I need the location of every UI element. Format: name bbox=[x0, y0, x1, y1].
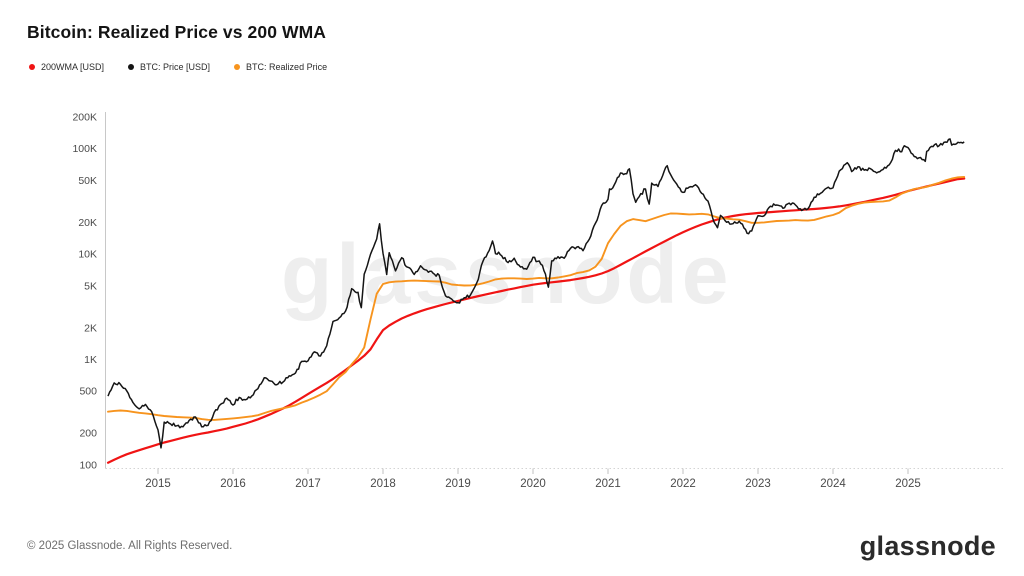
y-axis-label: 2K bbox=[84, 322, 97, 334]
footer-copyright: © 2025 Glassnode. All Rights Reserved. bbox=[27, 540, 233, 552]
y-axis-label: 1K bbox=[84, 354, 97, 366]
black-dot-icon bbox=[128, 64, 135, 70]
x-axis-label: 2020 bbox=[520, 478, 546, 490]
x-axis-label: 2016 bbox=[220, 478, 246, 490]
y-axis-label: 100 bbox=[79, 459, 97, 471]
glassnode-logo: glassnode bbox=[859, 531, 996, 561]
y-axis-label: 5K bbox=[84, 280, 97, 292]
y-axis-label: 500 bbox=[79, 386, 97, 398]
series-btc-price bbox=[107, 138, 965, 449]
legend-label-realized-price: BTC: Realized Price bbox=[246, 62, 328, 72]
y-axis-label: 100K bbox=[72, 143, 97, 155]
x-axis-label: 2017 bbox=[295, 478, 321, 490]
orange-dot-icon bbox=[234, 64, 241, 70]
y-axis-label: 20K bbox=[78, 217, 97, 229]
x-axis-label: 2021 bbox=[595, 478, 621, 490]
y-axis-label: 200 bbox=[79, 428, 97, 440]
x-axis-label: 2023 bbox=[745, 478, 771, 490]
x-axis-label: 2018 bbox=[370, 478, 396, 490]
y-axis-label: 200K bbox=[72, 111, 97, 123]
series-wma200 bbox=[106, 177, 966, 464]
x-axis-label: 2019 bbox=[445, 478, 471, 490]
y-axis-label: 10K bbox=[78, 249, 97, 261]
x-axis-label: 2025 bbox=[895, 478, 921, 490]
legend-label-btc-price: BTC: Price [USD] bbox=[140, 62, 211, 72]
legend-label-200wma: 200WMA [USD] bbox=[41, 62, 105, 72]
chart-legend: 200WMA [USD] BTC: Price [USD] BTC: Reali… bbox=[29, 62, 327, 72]
chart-title: Bitcoin: Realized Price vs 200 WMA bbox=[27, 22, 327, 42]
glassnode-watermark: glassnode bbox=[281, 227, 733, 321]
x-axis-label: 2022 bbox=[670, 478, 696, 490]
x-axis-label: 2024 bbox=[820, 478, 846, 490]
legend-item-200wma[interactable]: 200WMA [USD] bbox=[29, 62, 104, 72]
series-realized-price bbox=[107, 175, 966, 421]
red-dot-icon bbox=[29, 64, 35, 70]
legend-item-btc-price[interactable]: BTC: Price [USD] bbox=[128, 62, 210, 72]
legend-item-realized-price[interactable]: BTC: Realized Price bbox=[234, 62, 327, 72]
y-axis-label: 50K bbox=[78, 175, 97, 187]
x-axis-label: 2015 bbox=[145, 478, 171, 490]
